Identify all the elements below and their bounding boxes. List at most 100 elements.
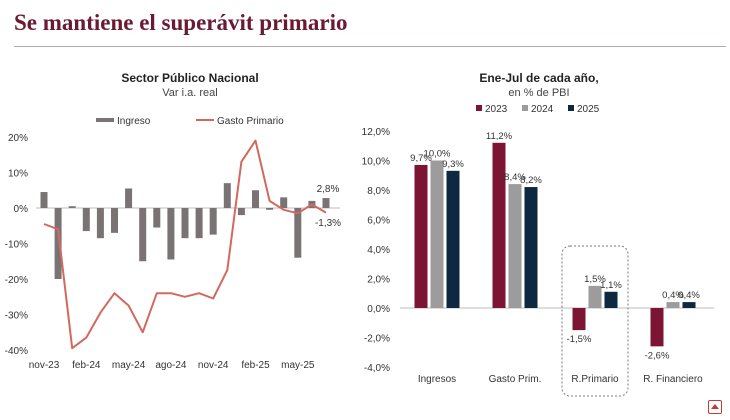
left-chart-title: Sector Público Nacional xyxy=(121,71,258,85)
right-y-tick-label: -4,0% xyxy=(364,363,390,374)
right-data-label: -2,6% xyxy=(645,350,670,361)
left-x-tick-label: may-25 xyxy=(281,360,315,371)
left-bar-ingreso xyxy=(195,208,203,239)
right-x-category-label: R. Financiero xyxy=(643,374,703,385)
left-y-tick-label: 0% xyxy=(14,204,29,215)
left-bar-ingreso xyxy=(294,208,302,258)
left-bar-ingreso xyxy=(237,208,245,216)
left-y-tick-label: -30% xyxy=(5,311,28,322)
left-line-gasto xyxy=(43,139,327,350)
left-bar-ingreso xyxy=(209,208,217,235)
left-bar-ingreso xyxy=(125,188,133,208)
right-bars xyxy=(414,142,696,347)
annotation-gasto-last: -1,3% xyxy=(315,218,341,229)
legend-swatch-ingreso xyxy=(96,118,114,122)
right-chart-subtitle: en % de PBI xyxy=(508,87,569,99)
legend-label-gasto: Gasto Primario xyxy=(217,116,284,127)
right-chart-title: Ene-Jul de cada año, xyxy=(479,71,598,85)
left-chart-subtitle: Var i.a. real xyxy=(162,87,217,99)
left-bar-ingreso xyxy=(280,197,288,208)
right-data-label: 9,7% xyxy=(410,153,432,164)
left-bar-ingreso xyxy=(54,208,62,279)
left-y-tick-label: -20% xyxy=(5,275,28,286)
left-x-tick-label: ago-24 xyxy=(155,360,187,371)
right-legend-swatch xyxy=(476,105,482,111)
corner-logo-icon xyxy=(708,400,722,414)
right-bar xyxy=(414,164,428,308)
right-bar xyxy=(430,160,444,308)
left-x-tick-label: feb-24 xyxy=(72,360,101,371)
right-legend-label: 2024 xyxy=(531,104,554,115)
left-bar-ingreso xyxy=(139,208,147,262)
right-bar xyxy=(588,285,602,308)
right-y-tick-label: 0,0% xyxy=(367,304,390,315)
left-y-tick-label: -10% xyxy=(5,240,28,251)
left-y-tick-label: 10% xyxy=(8,169,28,180)
right-data-label: 0,4% xyxy=(662,290,684,301)
right-legend-label: 2023 xyxy=(485,104,508,115)
right-y-tick-label: 10,0% xyxy=(362,157,390,168)
left-bar-ingreso xyxy=(167,208,175,260)
right-data-label: 9,3% xyxy=(442,159,464,170)
right-bar xyxy=(650,308,664,347)
left-bars-ingreso xyxy=(40,183,330,279)
right-bar xyxy=(572,308,586,331)
left-bar-ingreso xyxy=(82,208,90,232)
right-data-label: 1,5% xyxy=(584,274,606,285)
highlight-frame xyxy=(561,245,629,397)
left-legend: Ingreso Gasto Primario xyxy=(96,116,284,127)
left-x-axis: nov-23 feb-24 may-24 ago-24 nov-24 feb-25 may-… xyxy=(29,360,315,371)
left-bar-ingreso xyxy=(68,206,76,208)
right-bar xyxy=(666,302,680,308)
left-bar-ingreso xyxy=(322,198,330,208)
right-legend-swatch xyxy=(568,105,574,111)
annotation-ingreso-last: 2,8% xyxy=(317,184,340,195)
right-data-label: 1,1% xyxy=(600,280,622,291)
left-y-tick-label: -40% xyxy=(5,346,28,357)
right-legend-label: 2025 xyxy=(577,104,600,115)
left-y-tick-label: 20% xyxy=(8,133,28,144)
left-x-tick-label: may-24 xyxy=(112,360,146,371)
left-bar-ingreso xyxy=(181,208,189,239)
right-bar xyxy=(524,187,538,308)
right-data-label: 0,4% xyxy=(678,290,700,301)
left-bar-ingreso xyxy=(40,192,48,208)
right-data-label: -1,5% xyxy=(567,334,592,345)
right-bar xyxy=(446,170,460,308)
right-data-labels: 9,7% 11,2% -1,5% -2,6% 10,0% 8,4% 1,5% 0,4% 9,3%… xyxy=(410,131,700,362)
left-x-tick-label: nov-23 xyxy=(29,360,60,371)
right-bar xyxy=(492,142,506,308)
right-data-label: 8,2% xyxy=(520,175,542,186)
title-divider xyxy=(14,46,726,47)
right-x-axis: Ingresos Gasto Prim. R.Primario R. Financie… xyxy=(418,374,703,385)
left-bar-ingreso xyxy=(96,208,104,239)
left-bar-ingreso xyxy=(153,208,161,228)
left-bar-ingreso xyxy=(266,208,274,210)
right-data-label: 8,4% xyxy=(504,172,526,183)
right-y-tick-label: 4,0% xyxy=(367,245,390,256)
page-title: Se mantiene el superávit primario xyxy=(14,10,348,35)
right-bar xyxy=(508,184,522,308)
right-data-label: 11,2% xyxy=(486,131,513,142)
highlight-box-r-primario xyxy=(561,245,629,397)
legend-label-ingreso: Ingreso xyxy=(117,116,151,127)
right-bar xyxy=(604,291,618,308)
right-data-label: 10,0% xyxy=(424,149,451,160)
right-y-tick-label: 2,0% xyxy=(367,275,390,286)
right-x-category-label: Gasto Prim. xyxy=(489,374,542,385)
left-bar-ingreso xyxy=(252,190,259,208)
left-bar-ingreso xyxy=(111,208,118,233)
left-bar-ingreso xyxy=(223,183,231,208)
right-legend: 2023 2024 2025 xyxy=(476,104,600,115)
left-x-tick-label: feb-25 xyxy=(241,360,270,371)
left-x-tick-label: nov-24 xyxy=(198,360,229,371)
left-line-gasto-path xyxy=(43,139,327,350)
right-bar xyxy=(682,302,696,308)
right-legend-swatch xyxy=(522,105,528,111)
right-y-tick-label: 8,0% xyxy=(367,186,390,197)
right-y-tick-label: -2,0% xyxy=(364,334,390,345)
right-x-category-label: Ingresos xyxy=(418,374,456,385)
right-y-tick-label: 12,0% xyxy=(362,127,390,138)
